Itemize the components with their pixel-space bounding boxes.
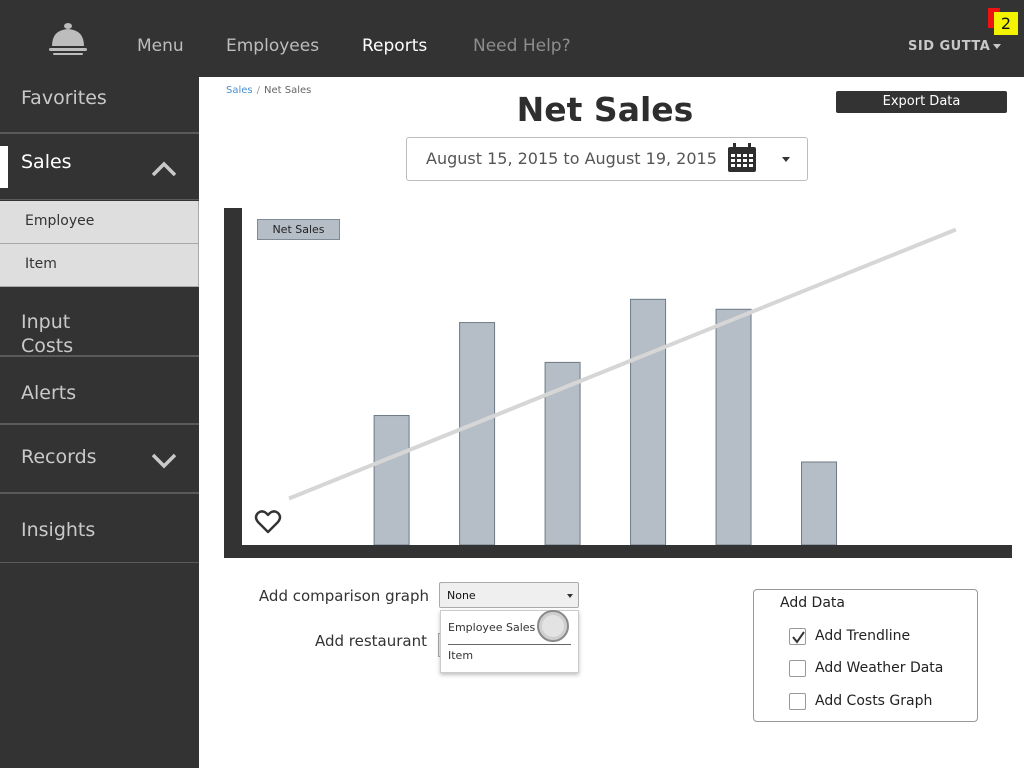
dropdown-option-item[interactable]: Item: [448, 649, 474, 662]
comparison-graph-label: Add comparison graph: [258, 587, 429, 605]
sidebar-subitem-label: Employee: [25, 213, 95, 229]
checkbox-costs[interactable]: [789, 693, 806, 710]
calendar-icon[interactable]: [727, 143, 757, 173]
chart-legend: Net Sales: [257, 219, 340, 240]
add-restaurant-label: Add restaurant: [314, 632, 427, 650]
sidebar-subitem-item[interactable]: Item: [0, 244, 199, 287]
date-range-text: August 15, 2015 to August 19, 2015: [426, 149, 717, 168]
select-caret-icon: [567, 594, 573, 598]
chart-bar: [459, 322, 496, 546]
date-range-picker[interactable]: August 15, 2015 to August 19, 2015: [406, 137, 808, 181]
sidebar-item-label: Input Costs: [21, 311, 74, 357]
nav-menu[interactable]: Menu: [137, 36, 184, 56]
net-sales-chart: [224, 208, 1012, 558]
nav-reports[interactable]: Reports: [362, 36, 428, 56]
sidebar: Favorites Sales Employee Item Input Cost…: [0, 77, 199, 768]
checkmark-icon: [792, 631, 805, 644]
chart-bar: [801, 461, 838, 546]
checkbox-weather[interactable]: [789, 660, 806, 677]
add-data-title: Add Data: [780, 595, 845, 611]
chevron-up-icon[interactable]: [150, 160, 178, 178]
option-label: Add Weather Data: [815, 660, 944, 676]
sidebar-item-input-costs[interactable]: Input Costs: [0, 288, 199, 357]
comparison-select-value: None: [447, 589, 476, 602]
option-label: Add Costs Graph: [815, 693, 933, 709]
chart-bar: [715, 308, 752, 546]
breadcrumb-link-sales[interactable]: Sales: [226, 85, 253, 96]
sidebar-item-label: Insights: [21, 519, 96, 541]
touch-cursor-indicator: [537, 610, 569, 642]
nav-need-help[interactable]: Need Help?: [473, 36, 571, 56]
page-title: Net Sales: [516, 90, 694, 129]
sidebar-item-label: Records: [21, 446, 97, 468]
add-data-panel: Add Data Add Trendline Add Weather Data …: [753, 589, 978, 722]
chart-trendline: [288, 227, 957, 501]
heart-favorite-icon[interactable]: [254, 508, 282, 536]
sidebar-item-alerts[interactable]: Alerts: [0, 356, 199, 424]
dropdown-divider: [448, 644, 571, 645]
sidebar-item-favorites[interactable]: Favorites: [0, 77, 199, 133]
breadcrumb-separator: /: [256, 85, 260, 96]
dropdown-caret-icon[interactable]: [782, 157, 790, 162]
active-indicator: [0, 146, 8, 188]
sidebar-item-records[interactable]: Records: [0, 424, 199, 493]
user-menu[interactable]: SID GUTTA: [908, 39, 1002, 54]
cloche-logo-icon[interactable]: [48, 22, 88, 58]
sidebar-item-label: Alerts: [21, 382, 77, 404]
chevron-down-icon[interactable]: [150, 452, 178, 470]
sidebar-subitem-employee[interactable]: Employee: [0, 201, 199, 244]
sidebar-subitem-label: Item: [25, 256, 57, 272]
sidebar-item-label: Sales: [21, 151, 72, 173]
chart-y-axis: [224, 208, 242, 558]
option-label: Add Trendline: [815, 628, 911, 644]
chart-bar: [373, 415, 410, 546]
sidebar-item-sales[interactable]: Sales: [0, 133, 199, 200]
breadcrumb: Sales / Net Sales: [226, 85, 311, 96]
sidebar-item-label: Favorites: [21, 87, 107, 109]
export-data-button[interactable]: Export Data: [836, 91, 1007, 113]
dropdown-option-employee-sales[interactable]: Employee Sales: [448, 621, 536, 634]
comparison-graph-select[interactable]: None: [439, 582, 579, 608]
caret-down-icon: [993, 44, 1002, 49]
sidebar-item-insights[interactable]: Insights: [0, 493, 199, 563]
chart-x-axis: [224, 545, 1012, 558]
chart-bar: [630, 298, 667, 546]
top-navigation-bar: Menu Employees Reports Need Help? SID GU…: [0, 0, 1024, 77]
checkbox-trendline[interactable]: [789, 628, 806, 645]
nav-employees[interactable]: Employees: [226, 36, 320, 56]
notification-badge[interactable]: 2: [994, 12, 1018, 35]
user-name: SID GUTTA: [908, 39, 991, 54]
breadcrumb-current: Net Sales: [264, 85, 312, 96]
